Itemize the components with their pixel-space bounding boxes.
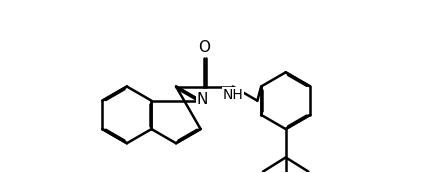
Text: NH: NH <box>223 88 243 102</box>
Text: N: N <box>196 92 208 107</box>
Text: O: O <box>198 40 210 55</box>
